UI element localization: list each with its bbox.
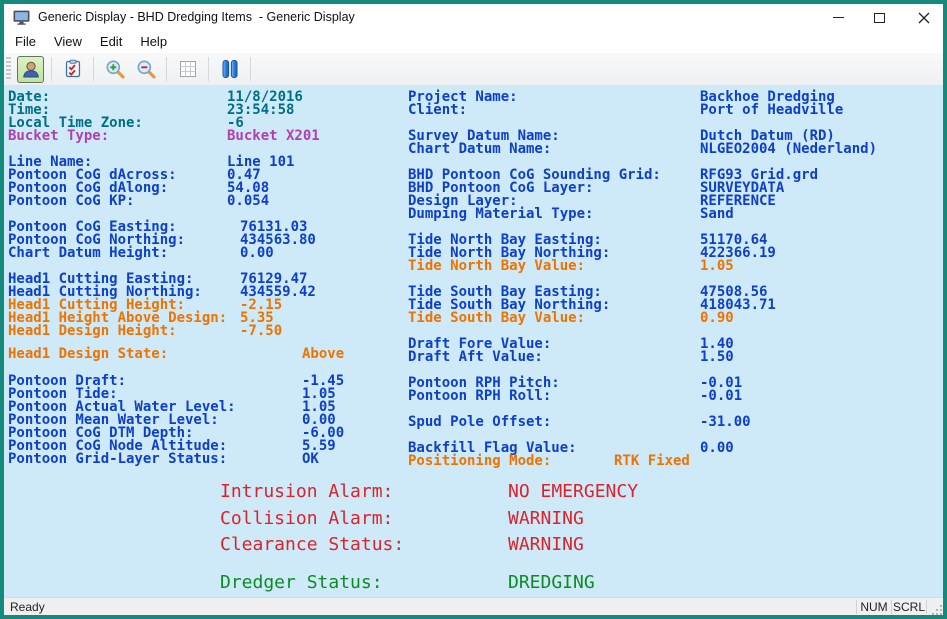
toolbar-separator [166,57,167,81]
grid-icon [179,61,196,77]
app-monitor-icon [13,10,30,25]
maximize-icon [873,12,885,23]
status-message: Ready [10,600,45,614]
toolbar-separator [51,57,52,81]
menu-bar: File View Edit Help [4,31,943,53]
toolbar-separator [208,57,209,81]
zoom-in-button[interactable] [101,56,128,83]
user-icon [22,61,39,78]
zoom-out-button[interactable] [132,56,159,83]
menu-view[interactable]: View [53,34,82,49]
grid-button[interactable] [174,56,201,83]
resize-grip[interactable] [927,598,943,615]
pause-button[interactable] [216,56,243,83]
status-separator [856,600,857,614]
maximize-button[interactable] [860,4,898,31]
toolbar-grip[interactable] [6,57,11,81]
status-separator [926,600,927,614]
status-separator [891,600,892,614]
menu-help[interactable]: Help [140,34,168,49]
minimize-button[interactable] [819,4,857,31]
toolbar [4,53,943,86]
scroll-lock-indicator: SCRL [892,600,925,614]
minimize-icon [832,17,844,18]
checklist-icon [65,59,80,78]
status-bar: Ready NUM SCRL [4,597,943,615]
title-bar[interactable]: Generic Display - BHD Dredging Items - G… [4,4,943,31]
menu-file[interactable]: File [15,34,36,49]
checklist-button[interactable] [59,56,86,83]
display-canvas: Date: 11/8/2016 Time: 23:54:58 Local Time … [4,85,943,597]
close-button[interactable] [905,4,943,31]
toolbar-separator [250,57,251,81]
user-profile-button[interactable] [17,55,44,83]
zoom-out-icon [137,60,156,79]
close-icon [918,12,930,23]
num-lock-indicator: NUM [860,600,888,614]
toolbar-separator [93,57,94,81]
pause-icon [222,60,237,78]
resize-grip-icon [932,605,942,615]
zoom-in-icon [106,60,125,79]
window-title: Generic Display - BHD Dredging Items - G… [38,10,355,24]
menu-edit[interactable]: Edit [99,34,123,49]
